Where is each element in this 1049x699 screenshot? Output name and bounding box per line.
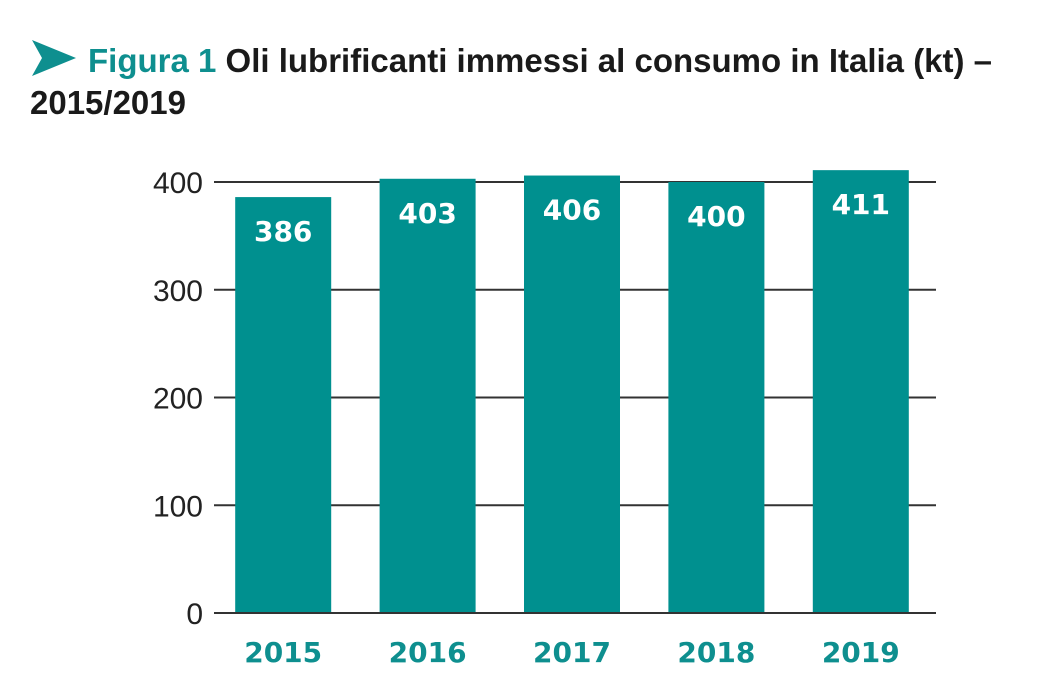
x-tick-label: 2015	[244, 636, 322, 669]
y-tick-label: 0	[186, 598, 203, 631]
y-tick-label: 200	[153, 383, 203, 416]
bar	[524, 175, 620, 613]
x-tick-label: 2017	[533, 636, 611, 669]
x-tick-label: 2018	[677, 636, 755, 669]
y-tick-label: 300	[153, 275, 203, 308]
y-tick-label: 400	[153, 167, 203, 200]
chart-title: Figura 1 Oli lubrificanti immessi al con…	[30, 38, 1020, 124]
title-text: Oli lubrificanti immessi al consumo in I…	[30, 42, 993, 121]
data-label: 403	[398, 197, 456, 230]
figure-label: Figura 1	[88, 42, 217, 79]
bar	[668, 182, 765, 613]
data-label: 406	[543, 194, 601, 227]
x-tick-label: 2016	[389, 636, 467, 669]
data-label: 386	[254, 215, 312, 248]
arrow-right-icon	[32, 40, 76, 76]
bar	[812, 170, 909, 613]
bar	[235, 197, 332, 613]
y-tick-label: 100	[153, 490, 203, 523]
x-tick-label: 2019	[822, 636, 900, 669]
bar	[379, 178, 476, 613]
data-label: 400	[687, 200, 745, 233]
data-label: 411	[832, 188, 890, 221]
